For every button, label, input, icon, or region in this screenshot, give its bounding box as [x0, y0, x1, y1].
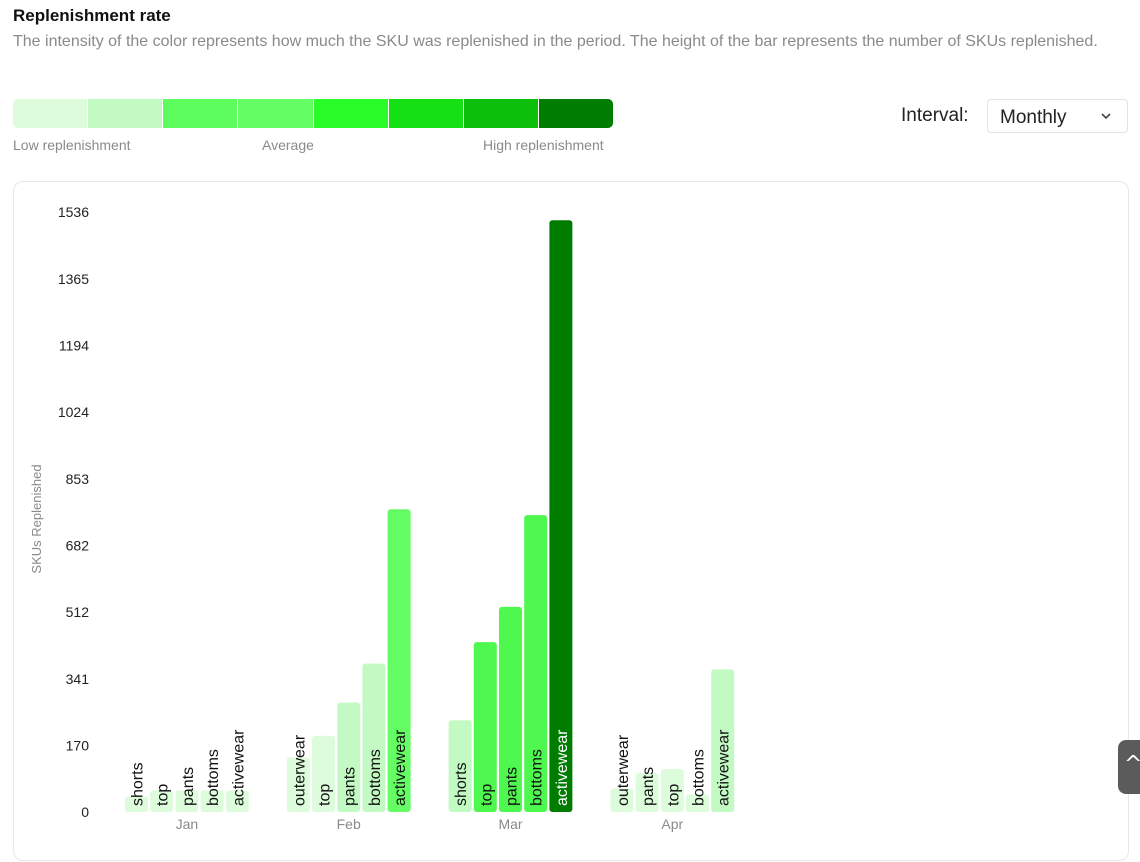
bar-jan-shorts[interactable] [125, 796, 148, 812]
y-tick-label: 0 [81, 804, 89, 820]
legend-swatch-8 [538, 99, 613, 128]
bar-label: bottoms [691, 749, 708, 806]
bar-label: outerwear [291, 734, 308, 806]
legend-swatch-4 [238, 99, 314, 128]
bar-feb-pants[interactable] [337, 702, 361, 812]
bar-mar-top[interactable] [473, 642, 497, 812]
bar-label: bottoms [529, 749, 546, 806]
page-description: The intensity of the color represents ho… [13, 33, 1098, 50]
bar-label: activewear [716, 729, 733, 806]
side-panel-tab[interactable]: ^ [1118, 740, 1140, 794]
legend-swatch-6 [388, 99, 464, 128]
legend-swatch-5 [313, 99, 389, 128]
bar-label: pants [504, 767, 521, 806]
chart-card: 0 170 341 512 682 853 1024 1194 1365 1536 SKUs Rep… [13, 181, 1129, 861]
bar-apr-outerwear[interactable] [610, 788, 634, 812]
bar-label: top [478, 784, 495, 806]
bar-label: bottoms [205, 749, 222, 806]
legend-swatch-1 [13, 99, 89, 128]
bar-label: top [317, 784, 334, 806]
color-intensity-legend [13, 99, 613, 128]
interval-select[interactable]: Monthly [987, 99, 1128, 133]
bar-label: bottoms [367, 749, 384, 806]
bar-jan-top[interactable] [150, 790, 174, 812]
y-tick-label: 1024 [58, 404, 89, 420]
y-tick-label: 512 [66, 604, 90, 620]
y-tick-label: 682 [66, 538, 90, 554]
bar-jan-bottoms[interactable] [200, 790, 224, 812]
bar-jan-activewear[interactable] [225, 790, 249, 812]
x-tick-label: Apr [661, 816, 683, 832]
page-title: Replenishment rate [13, 6, 171, 25]
bar-apr-pants[interactable] [635, 772, 659, 812]
bar-label: pants [640, 767, 657, 806]
legend-swatch-7 [463, 99, 539, 128]
bar-mar-shorts[interactable] [448, 720, 472, 812]
bar-label: shorts [453, 762, 470, 806]
bar-label: activewear [230, 729, 247, 806]
x-tick-label: Jan [176, 816, 199, 832]
bar-mar-pants[interactable] [499, 606, 522, 812]
chevron-down-icon [1101, 113, 1111, 120]
chevron-up-icon: ^ [1124, 752, 1140, 777]
legend-average-label: Average [262, 137, 314, 153]
interval-label: Interval: [901, 105, 969, 126]
legend-swatch-3 [163, 99, 239, 128]
bar-apr-top[interactable] [660, 769, 684, 812]
y-tick-label: 1536 [58, 204, 89, 220]
bar-mar-bottoms[interactable] [524, 515, 548, 812]
bar-apr-bottoms[interactable] [686, 794, 709, 812]
legend-low-label: Low replenishment [13, 137, 131, 153]
bar-label: pants [342, 767, 359, 806]
bar-label: outerwear [615, 734, 632, 806]
y-tick-label: 1365 [58, 271, 89, 287]
legend-high-label: High replenishment [483, 137, 604, 153]
bar-label: activewear [392, 729, 409, 806]
y-tick-label: 1194 [59, 338, 89, 354]
bar-jan-pants[interactable] [175, 790, 199, 812]
x-tick-label: Mar [498, 816, 522, 832]
bar-label: top [155, 784, 172, 806]
bar-label: top [665, 784, 682, 806]
bar-label: shorts [130, 762, 147, 806]
bar-feb-top[interactable] [312, 735, 335, 812]
x-tick-label: Feb [337, 816, 361, 832]
interval-selected-value: Monthly [1000, 107, 1067, 128]
bar-feb-activewear[interactable] [387, 509, 411, 812]
replenishment-bar-chart: 0 170 341 512 682 853 1024 1194 1365 1536 SKUs Rep… [29, 204, 735, 832]
y-tick-label: 170 [66, 738, 90, 754]
legend-swatch-2 [88, 99, 164, 128]
y-axis-label: SKUs Replenished [29, 464, 44, 573]
bar-feb-outerwear[interactable] [286, 757, 310, 812]
bar-label: pants [180, 767, 197, 806]
y-tick-label: 341 [66, 671, 90, 687]
y-tick-label: 853 [66, 471, 90, 487]
bar-feb-bottoms[interactable] [362, 663, 386, 812]
bar-apr-activewear[interactable] [711, 669, 735, 812]
bar-label: activewear [554, 729, 571, 806]
bar-mar-activewear[interactable] [549, 220, 573, 812]
